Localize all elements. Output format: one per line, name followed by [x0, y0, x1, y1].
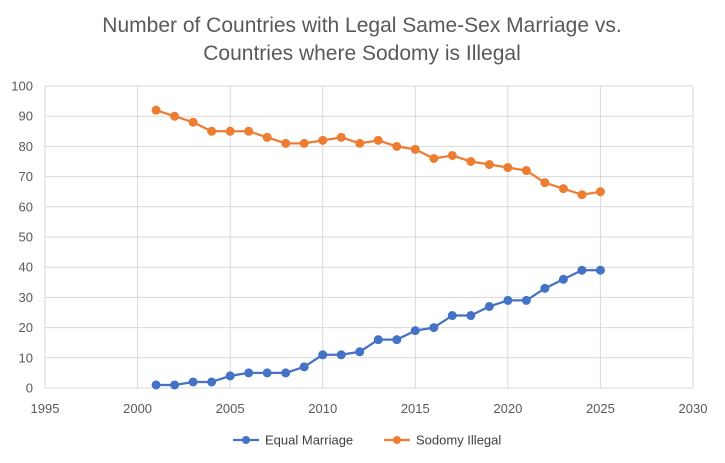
x-tick-label: 2025	[586, 401, 615, 416]
x-tick-label: 2020	[493, 401, 522, 416]
data-point-equal-marriage	[188, 377, 198, 387]
data-point-sodomy-illegal	[429, 153, 439, 163]
data-point-sodomy-illegal	[355, 138, 365, 148]
y-tick-label: 40	[19, 260, 33, 275]
data-point-sodomy-illegal	[336, 132, 346, 142]
legend-label-sodomy-illegal: Sodomy Illegal	[416, 433, 501, 448]
data-point-sodomy-illegal	[484, 160, 494, 170]
x-tick-label: 2005	[216, 401, 245, 416]
data-point-sodomy-illegal	[373, 135, 383, 145]
data-point-sodomy-illegal	[447, 150, 457, 160]
data-point-sodomy-illegal	[151, 105, 161, 115]
x-tick-label: 2010	[308, 401, 337, 416]
data-point-sodomy-illegal	[577, 190, 587, 200]
data-point-sodomy-illegal	[392, 141, 402, 151]
series-sodomy-illegal	[151, 105, 605, 200]
y-tick-label: 10	[19, 350, 33, 365]
data-point-sodomy-illegal	[299, 138, 309, 148]
data-point-equal-marriage	[466, 311, 476, 321]
y-tick-label: 60	[19, 199, 33, 214]
data-point-equal-marriage	[521, 295, 531, 305]
data-point-equal-marriage	[336, 350, 346, 360]
legend-marker-equal-marriage	[242, 436, 250, 444]
data-point-equal-marriage	[281, 368, 291, 378]
y-tick-label: 30	[19, 290, 33, 305]
data-point-sodomy-illegal	[466, 157, 476, 166]
data-point-equal-marriage	[595, 265, 605, 275]
data-point-sodomy-illegal	[188, 117, 198, 127]
data-point-sodomy-illegal	[318, 135, 328, 145]
series-line-sodomy-illegal	[155, 109, 601, 196]
y-tick-label: 20	[19, 320, 33, 335]
y-tick-label: 70	[19, 169, 33, 184]
legend: Equal Marriage Sodomy Illegal	[233, 433, 501, 448]
y-tick-label: 0	[26, 381, 33, 396]
data-point-equal-marriage	[355, 347, 365, 357]
data-point-sodomy-illegal	[521, 166, 531, 176]
data-point-equal-marriage	[484, 301, 494, 311]
chart-title-line-1: Number of Countries with Legal Same-Sex …	[102, 14, 621, 37]
data-point-sodomy-illegal	[540, 178, 550, 188]
data-point-equal-marriage	[170, 380, 180, 390]
legend-item-sodomy-illegal: Sodomy Illegal	[384, 433, 501, 448]
series-equal-marriage	[151, 265, 605, 390]
data-point-sodomy-illegal	[410, 144, 420, 154]
data-point-sodomy-illegal	[170, 111, 180, 121]
plot-area	[151, 105, 605, 390]
data-point-equal-marriage	[447, 311, 457, 321]
data-point-equal-marriage	[225, 371, 235, 381]
y-tick-label: 80	[19, 139, 33, 154]
legend-marker-sodomy-illegal	[393, 436, 401, 444]
data-point-sodomy-illegal	[244, 126, 254, 136]
data-point-sodomy-illegal	[595, 187, 605, 197]
data-point-equal-marriage	[410, 326, 420, 336]
legend-label-equal-marriage: Equal Marriage	[265, 433, 353, 448]
y-tick-label: 50	[19, 230, 33, 245]
data-point-equal-marriage	[577, 265, 587, 275]
data-point-equal-marriage	[429, 323, 439, 333]
data-point-sodomy-illegal	[281, 138, 291, 148]
data-point-equal-marriage	[299, 362, 309, 372]
data-point-equal-marriage	[503, 295, 513, 305]
chart-title-line-2: Countries where Sodomy is Illegal	[203, 42, 520, 65]
gridlines	[44, 85, 694, 389]
data-point-sodomy-illegal	[558, 184, 568, 194]
data-point-equal-marriage	[373, 335, 383, 345]
data-point-sodomy-illegal	[207, 126, 217, 136]
y-tick-label: 90	[19, 109, 33, 124]
data-point-sodomy-illegal	[503, 163, 513, 173]
data-point-equal-marriage	[558, 274, 568, 284]
y-tick-label: 100	[11, 79, 33, 94]
data-point-equal-marriage	[207, 377, 217, 387]
data-point-equal-marriage	[244, 368, 254, 378]
x-tick-label: 2000	[123, 401, 152, 416]
data-point-equal-marriage	[318, 350, 328, 360]
data-point-equal-marriage	[262, 368, 272, 378]
data-point-sodomy-illegal	[225, 126, 235, 136]
data-point-equal-marriage	[151, 380, 161, 390]
data-point-sodomy-illegal	[262, 132, 272, 142]
x-tick-label: 2030	[679, 401, 708, 416]
data-point-equal-marriage	[392, 335, 402, 345]
legend-item-equal-marriage: Equal Marriage	[233, 433, 353, 448]
x-tick-label: 2015	[401, 401, 430, 416]
x-tick-label: 1995	[31, 401, 60, 416]
data-point-equal-marriage	[540, 283, 550, 293]
